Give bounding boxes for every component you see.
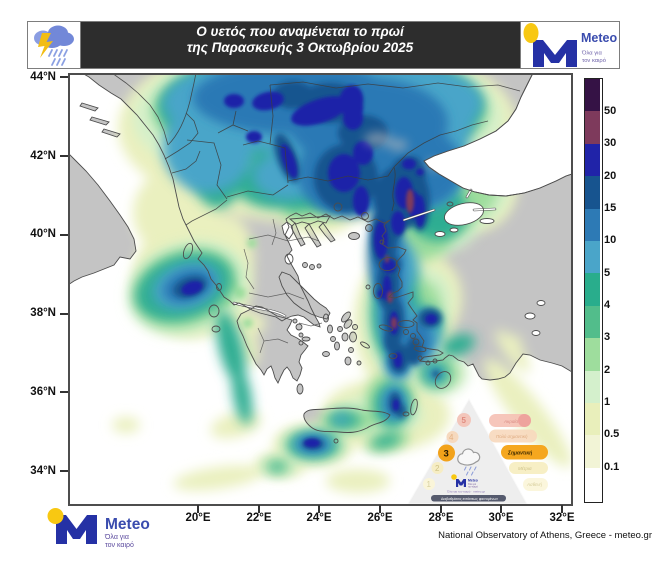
svg-text:1: 1	[427, 480, 432, 489]
svg-text:Διαβαθμίσεις εντάσεως φαινομέν: Διαβαθμίσεις εντάσεως φαινομένων	[441, 497, 498, 501]
svg-text:4: 4	[449, 433, 454, 442]
svg-text:Ασθενή: Ασθενή	[526, 481, 542, 487]
svg-text:Όλα για τον καιρό · meteo.gr: Όλα για τον καιρό · meteo.gr	[446, 490, 485, 494]
svg-text:Ακραία: Ακραία	[503, 419, 518, 424]
svg-text:Meteo: Meteo	[468, 479, 478, 483]
svg-text:3: 3	[444, 449, 449, 460]
svg-text:τον καιρό: τον καιρό	[105, 541, 134, 549]
svg-text:Όλα για: Όλα για	[581, 51, 602, 57]
svg-text:Μέτρια: Μέτρια	[518, 465, 532, 471]
svg-text:Σημαντική: Σημαντική	[507, 451, 532, 457]
svg-text:τον καιρό: τον καιρό	[468, 485, 479, 488]
svg-text:Πολύ σημαντική: Πολύ σημαντική	[496, 433, 528, 439]
svg-text:τον καιρό: τον καιρό	[582, 57, 606, 64]
svg-text:5: 5	[462, 416, 467, 425]
svg-text:Όλα για: Όλα για	[467, 483, 477, 486]
svg-text:Meteo: Meteo	[105, 516, 150, 533]
svg-text:2: 2	[435, 464, 440, 473]
svg-text:Όλα για: Όλα για	[104, 534, 129, 541]
svg-text:Meteo: Meteo	[581, 31, 617, 45]
